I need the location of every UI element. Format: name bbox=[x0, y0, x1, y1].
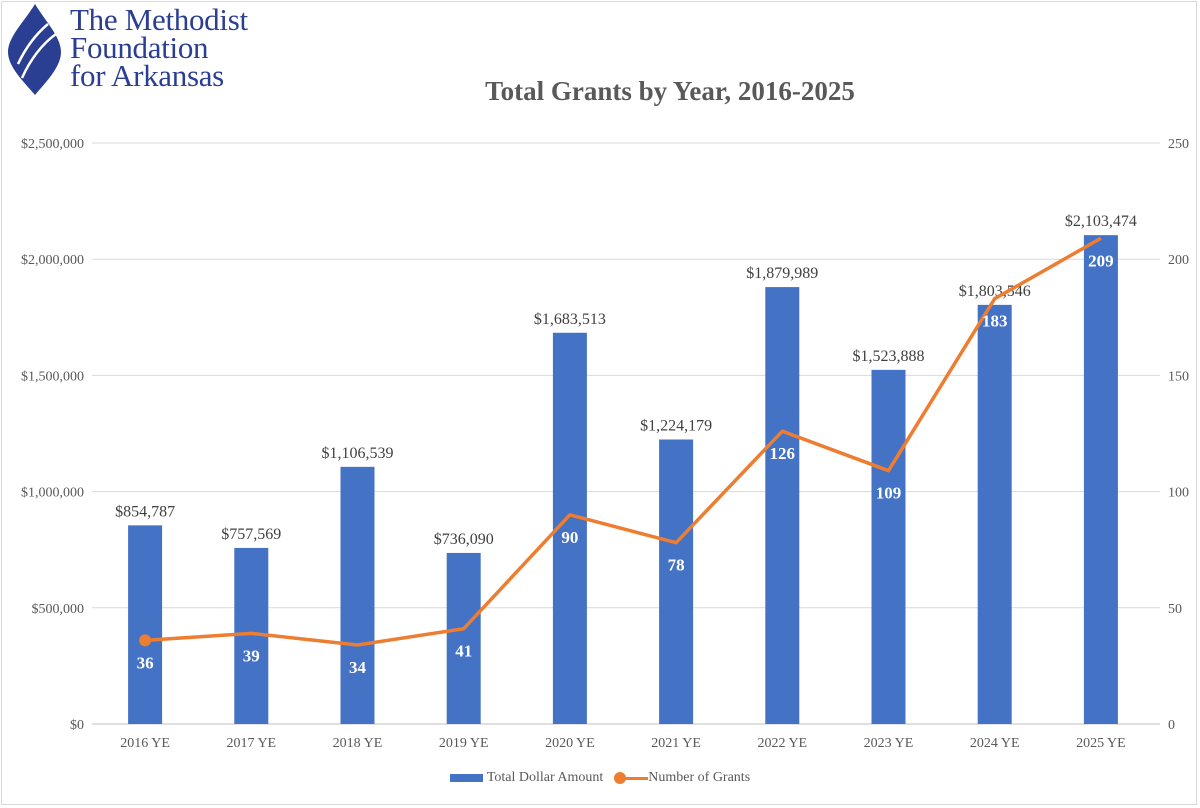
x-axis-tick: 2025 YE bbox=[1076, 736, 1126, 751]
legend-bar-swatch bbox=[449, 774, 483, 782]
right-axis-tick: 50 bbox=[1168, 602, 1182, 617]
bar-data-label: $757,569 bbox=[221, 526, 281, 543]
flame-logo-icon bbox=[8, 4, 61, 95]
line-data-label: 209 bbox=[1088, 251, 1114, 270]
bar bbox=[659, 439, 694, 724]
x-axis-tick: 2022 YE bbox=[757, 736, 807, 751]
right-axis-tick: 250 bbox=[1168, 137, 1189, 152]
right-axis-tick: 150 bbox=[1168, 369, 1189, 384]
x-axis-tick: 2019 YE bbox=[439, 736, 489, 751]
x-axis-tick: 2017 YE bbox=[226, 736, 276, 751]
x-axis-tick: 2016 YE bbox=[120, 736, 170, 751]
logo: The Methodist Foundation for Arkansas bbox=[4, 2, 248, 97]
logo-line: for Arkansas bbox=[70, 58, 224, 93]
logo-line: Foundation bbox=[70, 30, 209, 65]
line-series bbox=[144, 236, 1102, 647]
line-data-label: 36 bbox=[137, 653, 154, 672]
bar bbox=[765, 287, 800, 724]
bar-data-label: $1,224,179 bbox=[640, 418, 712, 435]
line-marker bbox=[139, 634, 152, 647]
legend-item-bars: Total Dollar Amount bbox=[449, 770, 604, 786]
line-data-label: 78 bbox=[668, 556, 685, 575]
bar-data-label: $2,103,474 bbox=[1065, 213, 1137, 230]
chart-title: Total Grants by Year, 2016-2025 bbox=[485, 76, 855, 106]
legend-line-swatch bbox=[614, 771, 649, 784]
left-axis-tick: $2,000,000 bbox=[21, 253, 84, 268]
line-data-label: 34 bbox=[349, 658, 367, 677]
line-data-label: 126 bbox=[770, 444, 796, 463]
legend-label: Total Dollar Amount bbox=[486, 770, 604, 785]
right-axis-tick: 100 bbox=[1168, 486, 1189, 501]
left-axis-tick: $500,000 bbox=[32, 602, 85, 617]
legend: Total Dollar Amount Number of Grants bbox=[0, 770, 1200, 786]
right-axis-tick: 0 bbox=[1168, 718, 1175, 733]
x-axis-tick: 2020 YE bbox=[545, 736, 595, 751]
logo-line: The Methodist bbox=[70, 2, 248, 37]
left-axis-tick: $2,500,000 bbox=[21, 137, 84, 152]
line-data-label: 39 bbox=[243, 646, 260, 665]
bar-data-label: $1,106,539 bbox=[322, 445, 394, 462]
line-data-label: 183 bbox=[982, 312, 1008, 331]
right-axis-tick: 200 bbox=[1168, 253, 1189, 268]
bar bbox=[446, 552, 481, 724]
bar bbox=[128, 525, 163, 724]
left-axis-tick: $0 bbox=[70, 718, 84, 733]
left-axis-tick: $1,000,000 bbox=[21, 486, 84, 501]
bar bbox=[340, 466, 375, 724]
x-axis-tick: 2023 YE bbox=[864, 736, 914, 751]
x-axis-tick: 2024 YE bbox=[970, 736, 1020, 751]
x-axis-tick: 2021 YE bbox=[651, 736, 701, 751]
bar-data-label: $854,787 bbox=[115, 503, 175, 520]
bar-data-label: $1,683,513 bbox=[534, 311, 606, 328]
bar-data-label: $736,090 bbox=[434, 531, 494, 548]
line-data-label: 90 bbox=[561, 528, 578, 547]
legend-label: Number of Grants bbox=[648, 770, 751, 785]
bar-data-label: $1,523,888 bbox=[853, 348, 925, 365]
x-axis-tick: 2018 YE bbox=[333, 736, 383, 751]
line-data-label: 109 bbox=[876, 484, 902, 503]
bar bbox=[977, 304, 1012, 724]
line-data-label: 41 bbox=[455, 642, 472, 661]
bar bbox=[871, 369, 906, 724]
left-axis-tick: $1,500,000 bbox=[21, 369, 84, 384]
bar-data-label: $1,879,989 bbox=[746, 265, 818, 282]
bar bbox=[1083, 235, 1118, 724]
legend-item-line: Number of Grants bbox=[614, 770, 751, 786]
